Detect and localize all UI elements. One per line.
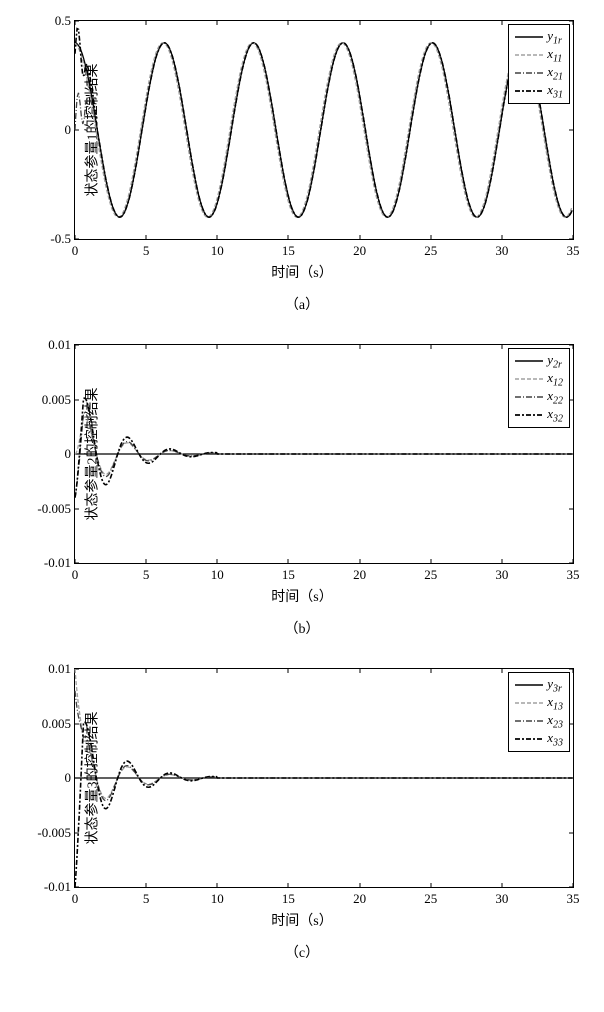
legend-row: x33	[515, 730, 563, 748]
series-line	[75, 722, 572, 887]
y-tick-label: 0.01	[48, 337, 75, 353]
legend-row: x22	[515, 388, 563, 406]
x-tick-label: 30	[495, 563, 508, 583]
x-tick-label: 30	[495, 887, 508, 907]
chart-c: 状态参量3的控制结果-0.01-0.00500.0050.01051015202…	[20, 668, 584, 962]
series-line	[75, 43, 572, 217]
legend-line-icon	[515, 408, 543, 422]
x-tick-label: 5	[143, 887, 150, 907]
legend-row: y1r	[515, 28, 563, 46]
legend-line-icon	[515, 66, 543, 80]
subplot-label: （c）	[20, 942, 584, 962]
y-tick-label: -0.01	[44, 879, 75, 895]
series-line	[75, 29, 572, 218]
x-tick-label: 0	[72, 887, 79, 907]
legend-row: x32	[515, 406, 563, 424]
x-tick-label: 25	[424, 239, 437, 259]
series-line	[75, 691, 572, 801]
x-tick-label: 35	[567, 239, 580, 259]
y-tick-label: 0	[65, 122, 76, 138]
subplot-label: （b）	[20, 618, 584, 638]
x-axis-label: 时间（s）	[20, 262, 584, 282]
x-tick-label: 30	[495, 239, 508, 259]
legend-line-icon	[515, 714, 543, 728]
x-axis-label: 时间（s）	[20, 910, 584, 930]
y-tick-label: 0.01	[48, 661, 75, 677]
legend-label: x32	[547, 406, 563, 425]
series-line	[75, 417, 572, 474]
y-tick-label: 0	[65, 770, 76, 786]
y-tick-label: 0.005	[42, 392, 75, 408]
plot-area: 状态参量3的控制结果-0.01-0.00500.0050.01051015202…	[74, 668, 574, 888]
series-line	[75, 398, 572, 497]
y-tick-label: 0	[65, 446, 76, 462]
x-tick-label: 20	[353, 239, 366, 259]
legend-line-icon	[515, 678, 543, 692]
chart-b: 状态参量2的控制结果-0.01-0.00500.0050.01051015202…	[20, 344, 584, 638]
plot-area: 状态参量1的控制结果-0.500.505101520253035y1rx11x2…	[74, 20, 574, 240]
x-tick-label: 0	[72, 563, 79, 583]
y-tick-label: 0.5	[55, 13, 75, 29]
legend-row: x31	[515, 82, 563, 100]
legend-label: x33	[547, 730, 563, 749]
legend-line-icon	[515, 30, 543, 44]
y-tick-label: -0.01	[44, 555, 75, 571]
x-tick-label: 25	[424, 563, 437, 583]
plot-svg	[75, 669, 573, 887]
legend-row: x12	[515, 370, 563, 388]
plot-svg	[75, 345, 573, 563]
x-tick-label: 35	[567, 887, 580, 907]
legend-label: x21	[547, 64, 563, 83]
x-tick-label: 0	[72, 239, 79, 259]
x-tick-label: 15	[282, 887, 295, 907]
legend-line-icon	[515, 732, 543, 746]
legend-row: x23	[515, 712, 563, 730]
legend-line-icon	[515, 354, 543, 368]
x-tick-label: 20	[353, 887, 366, 907]
legend-row: y2r	[515, 352, 563, 370]
x-tick-label: 25	[424, 887, 437, 907]
legend-line-icon	[515, 84, 543, 98]
legend-line-icon	[515, 372, 543, 386]
legend-line-icon	[515, 390, 543, 404]
legend-label: x13	[547, 694, 563, 713]
x-tick-label: 35	[567, 563, 580, 583]
y-tick-label: 0.005	[42, 716, 75, 732]
legend-row: x21	[515, 64, 563, 82]
y-tick-label: -0.005	[37, 825, 75, 841]
y-tick-label: -0.005	[37, 501, 75, 517]
legend-label: x31	[547, 82, 563, 101]
x-tick-label: 20	[353, 563, 366, 583]
legend-label: x11	[547, 46, 562, 65]
legend-label: x23	[547, 712, 563, 731]
plot-svg	[75, 21, 573, 239]
legend: y1rx11x21x31	[508, 24, 570, 104]
series-line	[75, 43, 572, 217]
legend-label: y2r	[547, 352, 562, 371]
legend: y2rx12x22x32	[508, 348, 570, 428]
series-line	[75, 413, 572, 498]
x-tick-label: 15	[282, 239, 295, 259]
legend-label: x22	[547, 388, 563, 407]
x-tick-label: 10	[211, 887, 224, 907]
legend: y3rx13x23x33	[508, 672, 570, 752]
legend-line-icon	[515, 696, 543, 710]
x-tick-label: 10	[211, 239, 224, 259]
x-tick-label: 5	[143, 563, 150, 583]
x-tick-label: 15	[282, 563, 295, 583]
legend-line-icon	[515, 48, 543, 62]
subplot-label: （a）	[20, 294, 584, 314]
x-tick-label: 5	[143, 239, 150, 259]
chart-a: 状态参量1的控制结果-0.500.505101520253035y1rx11x2…	[20, 20, 584, 314]
legend-row: x13	[515, 694, 563, 712]
x-axis-label: 时间（s）	[20, 586, 584, 606]
legend-row: y3r	[515, 676, 563, 694]
legend-row: x11	[515, 46, 563, 64]
legend-label: y1r	[547, 28, 562, 47]
legend-label: y3r	[547, 676, 562, 695]
x-tick-label: 10	[211, 563, 224, 583]
plot-area: 状态参量2的控制结果-0.01-0.00500.0050.01051015202…	[74, 344, 574, 564]
legend-label: x12	[547, 370, 563, 389]
series-line	[75, 669, 572, 798]
